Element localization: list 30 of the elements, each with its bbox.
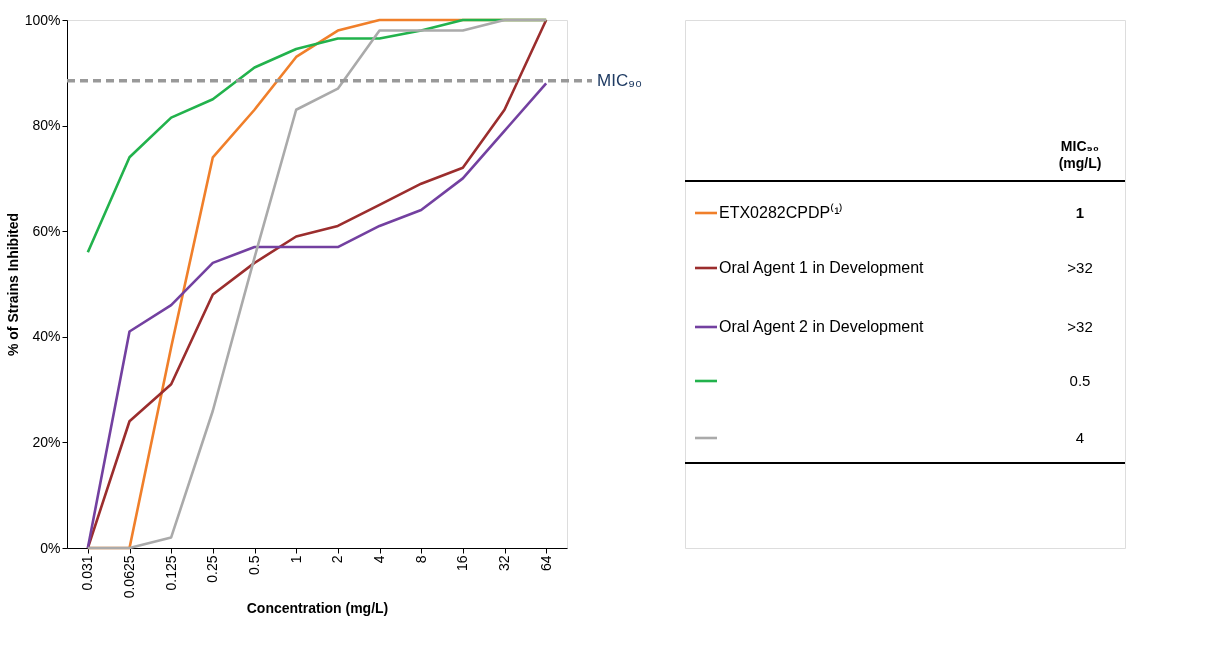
y-tick-label: 0%: [40, 539, 61, 556]
y-tick-label: 100%: [24, 11, 61, 28]
x-tick-label: 64: [537, 555, 554, 572]
x-tick-label: 2: [329, 555, 346, 564]
text: 4: [1075, 429, 1085, 446]
x-tick-label: 0.0625: [121, 555, 137, 599]
text: 1: [1075, 204, 1085, 221]
text: 0.5: [1069, 372, 1091, 389]
y-axis-title: % of Strains Inhibited: [4, 212, 21, 357]
x-tick-label: 16: [454, 555, 471, 572]
x-tick-label: 0.031: [79, 555, 96, 591]
x-tick-label: 0.5: [246, 555, 262, 575]
legend-label: Oral Agent 2 in Development: [719, 318, 925, 335]
x-axis-title: Concentration (mg/L): [246, 600, 389, 617]
text: MIC₉₀ (mg/L): [1058, 138, 1102, 171]
x-tick-label: 1: [287, 555, 304, 564]
x-tick-label: 4: [371, 555, 387, 564]
x-tick-label: 32: [496, 555, 512, 572]
legend-label: Oral Agent 1 in Development: [719, 259, 925, 276]
y-tick-label: 40%: [32, 328, 61, 345]
legend-label: ETX0282CPDP⁽¹⁾: [719, 203, 844, 221]
y-tick-label: 60%: [32, 222, 61, 239]
y-tick-label: 80%: [32, 117, 61, 134]
text: >32: [1067, 259, 1093, 276]
x-tick-label: 8: [412, 555, 429, 564]
y-tick-label: 20%: [32, 433, 61, 450]
x-tick-label: 0.125: [162, 555, 179, 591]
ref-line-label: MIC₉₀: [597, 70, 642, 90]
text: >32: [1067, 318, 1093, 335]
x-tick-label: 0.25: [204, 555, 221, 583]
